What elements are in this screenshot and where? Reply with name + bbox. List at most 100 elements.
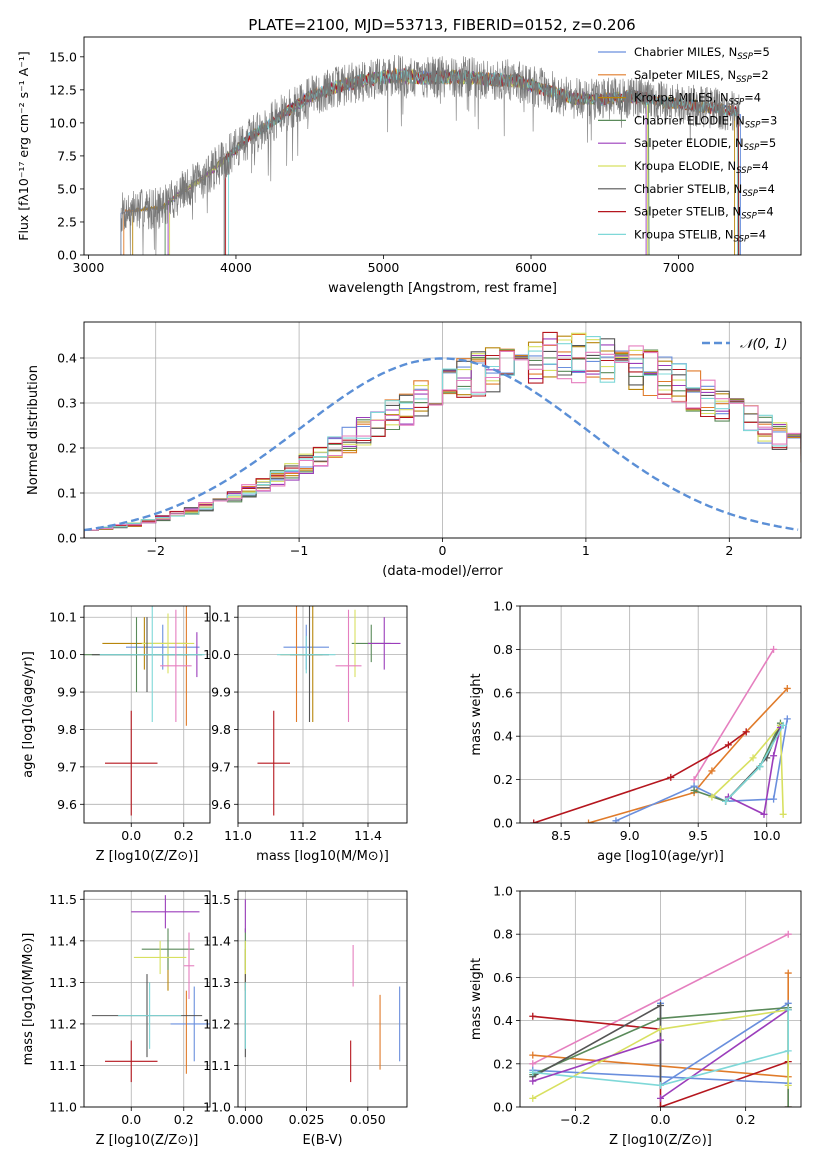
mass-weight-marker — [529, 1060, 537, 1068]
axes-frame — [83, 36, 802, 256]
mass-weight-marker — [784, 1047, 792, 1055]
x-tick-label: 3000 — [73, 260, 105, 275]
legend-label: Chabrier STELIB, NSSP=4 — [634, 182, 775, 199]
plot-area — [84, 606, 205, 816]
x-tick-label: 11.2 — [289, 828, 317, 843]
y-tick-label: 0.0 — [57, 248, 77, 263]
mass-weight-marker — [770, 645, 778, 653]
x-tick-label: 2 — [725, 543, 733, 558]
axes-frame — [237, 605, 408, 824]
observed-spectrum-line — [120, 54, 741, 255]
y-tick-label: 9.7 — [57, 759, 77, 774]
x-axis-label: (data-model)/error — [382, 564, 503, 579]
mass-weight-marker — [708, 767, 716, 775]
axes-frame — [83, 890, 211, 1108]
legend-subscript: SSP — [734, 234, 750, 244]
y-axis-label: mass weight — [469, 673, 484, 755]
y-tick-label: 10.0 — [203, 647, 231, 662]
mass-weight-marker — [783, 684, 791, 692]
y-tick-label: 1.0 — [493, 884, 513, 899]
mass-weight-marker — [784, 1006, 792, 1014]
mass-weight-marker — [657, 1001, 664, 1009]
panel-mass-vs-EBV: 0.000 0.025 0.050 11.0 11.1 11.2 11.3 11.4 11.5 E… — [203, 890, 408, 1148]
legend-label: Chabrier ELODIE, NSSP=3 — [634, 113, 777, 130]
plot-area — [120, 54, 741, 255]
y-tick-label: 11.3 — [49, 975, 77, 990]
legend-subscript: SSP — [744, 143, 760, 153]
mass-weight-marker — [529, 1068, 537, 1076]
y-axis-label: mass [log10(M/M⊙)] — [21, 933, 36, 1066]
legend-count: =4 — [757, 205, 774, 219]
panel-residuals: −2 −1 0 1 2 0.0 0.1 0.2 0.3 0.4 (data-model)/error… — [26, 321, 802, 579]
error-bar-point — [141, 928, 195, 970]
mass-weight-marker — [770, 752, 778, 760]
plot-area — [530, 645, 791, 823]
legend: 𝒩(0, 1) — [702, 337, 787, 352]
mass-weight-marker — [708, 793, 716, 801]
y-tick-label: 7.5 — [57, 148, 77, 163]
mass-weight-marker — [657, 1081, 664, 1089]
legend-label: Chabrier MILES, NSSP=5 — [634, 45, 770, 62]
x-tick-label: 0.050 — [350, 1112, 386, 1127]
legend-label: Kroupa STELIB, NSSP=4 — [634, 227, 766, 244]
y-tick-label: 9.9 — [57, 685, 77, 700]
y-tick-label: 11.1 — [49, 1058, 77, 1073]
legend-label: Kroupa ELODIE, NSSP=4 — [634, 159, 769, 176]
y-tick-label: 0.0 — [493, 816, 513, 831]
y-axis-label: Normed distribution — [26, 365, 41, 495]
mass-weight-marker — [779, 810, 787, 818]
y-tick-label: 0.0 — [493, 1100, 513, 1115]
y-tick-label: 0.2 — [57, 441, 77, 456]
y-axis-label: Flux [fλ10⁻¹⁷ erg cm⁻² s⁻¹ A⁻¹] — [16, 51, 31, 240]
plot-area — [257, 606, 401, 816]
legend-count: =4 — [758, 182, 775, 196]
mass-weight-marker — [784, 1103, 792, 1107]
grid — [238, 891, 407, 1108]
x-tick-label: 10.0 — [753, 828, 781, 843]
mass-weight-line — [711, 723, 784, 815]
error-bar-point — [99, 606, 205, 722]
x-tick-label: 1 — [582, 543, 590, 558]
error-bar-point — [105, 710, 158, 816]
y-tick-label: 11.1 — [203, 1058, 231, 1073]
mass-weight-line — [532, 1039, 661, 1082]
axes-frame — [519, 890, 802, 1108]
grid — [237, 606, 407, 823]
x-tick-label: 0.0 — [121, 828, 141, 843]
x-tick-label: 4000 — [220, 260, 252, 275]
y-tick-label: 11.3 — [203, 975, 231, 990]
y-tick-label: 0.8 — [493, 642, 513, 657]
mass-weight-marker — [756, 763, 764, 771]
plot-area — [244, 899, 401, 1083]
residual-histogram — [84, 344, 801, 538]
y-tick-label: 9.6 — [211, 797, 231, 812]
x-tick-label: 0.025 — [289, 1112, 325, 1127]
y-tick-label: 5.0 — [57, 181, 77, 196]
mass-weight-marker — [784, 930, 792, 938]
panel-age-vs-Z: 0.0 0.2 9.6 9.7 9.8 9.9 10.0 10.1 Z [log10(Z/Z⊙)… — [21, 605, 211, 864]
x-tick-label: 0.000 — [227, 1112, 263, 1127]
mass-weight-marker — [724, 741, 732, 749]
mass-weight-marker — [530, 819, 538, 823]
mass-weight-marker — [529, 1094, 537, 1102]
mass-weight-line — [728, 727, 782, 816]
mass-weight-line — [588, 687, 788, 823]
y-tick-label: 9.7 — [211, 759, 231, 774]
figure-title: PLATE=2100, MJD=53713, FIBERID=0152, z=0… — [248, 16, 635, 34]
x-axis-label: Z [log10(Z/Z⊙)] — [96, 849, 199, 864]
legend-label: Salpeter MILES, NSSP=2 — [634, 68, 769, 85]
x-tick-label: 6000 — [515, 260, 547, 275]
plot-area — [84, 331, 801, 538]
mass-weight-line — [532, 1009, 789, 1087]
error-bar-point — [105, 1040, 158, 1083]
mass-weight-marker — [779, 721, 787, 729]
legend-subscript: SSP — [729, 98, 745, 108]
legend-count: =4 — [752, 159, 769, 173]
y-tick-label: 1.0 — [493, 599, 513, 614]
grid — [84, 322, 801, 539]
mass-weight-marker — [783, 715, 791, 723]
y-tick-label: 0.8 — [493, 927, 513, 942]
panel-age-vs-mass: 11.0 11.2 11.4 9.6 9.7 9.8 9.9 10.0 10.1 mass [lo… — [203, 605, 408, 864]
mass-weight-marker — [749, 754, 757, 762]
y-tick-label: 0.0 — [57, 531, 77, 546]
